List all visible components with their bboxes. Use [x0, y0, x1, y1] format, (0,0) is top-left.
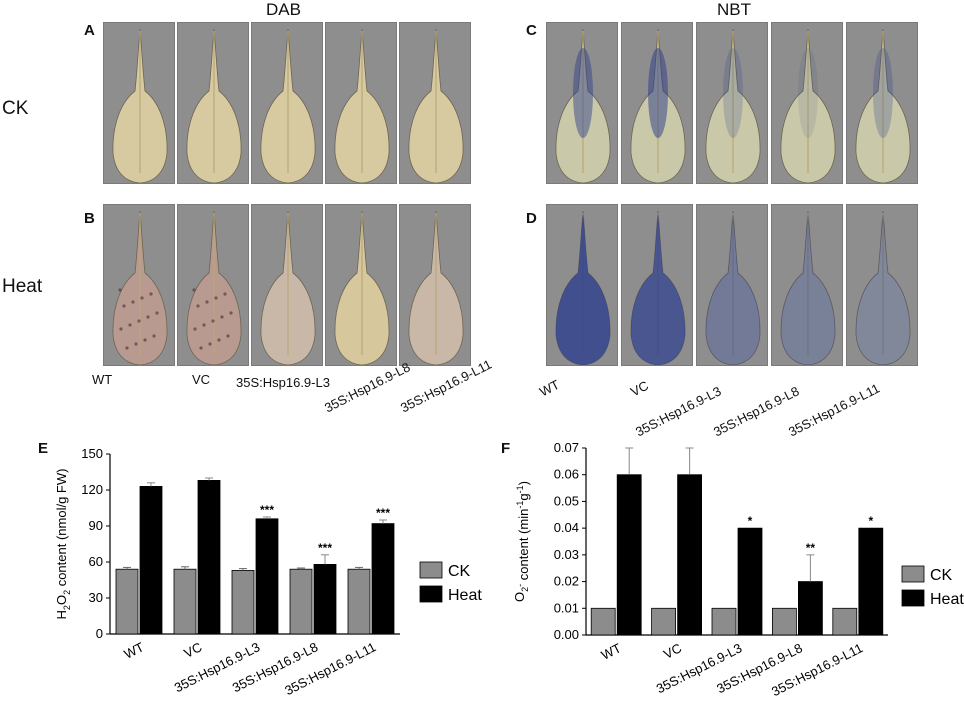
chart-e-ytick-0: 0	[96, 626, 103, 641]
o2-bar-chart: 0.00 0.01 0.02 0.03 0.04 0.05 0.06 0.07 O2- cont…	[512, 440, 964, 699]
nbt-geno-wt: WT	[537, 376, 562, 400]
nbt-ck-leaf-5	[846, 22, 918, 184]
nbt-ck-leaf-2	[621, 22, 693, 184]
chart-e-sig-3: ***	[260, 503, 274, 517]
dab-heat-leaf-2	[177, 204, 249, 366]
chart-e-sig-4: ***	[318, 541, 332, 555]
chart-f-bar-heat-5	[858, 527, 884, 636]
chart-f-bar-ck-3	[711, 607, 737, 636]
nbt-heat-leaf-4	[771, 204, 843, 366]
dab-ck-leaf-1	[103, 22, 175, 184]
chart-f-bar-ck-5	[832, 607, 858, 636]
chart-e-bar-heat-1	[139, 486, 163, 635]
panel-label-e: E	[38, 440, 49, 457]
chart-f-legend-label-ck: CK	[930, 567, 953, 584]
chart-f-ylabel: O2- content (min-1g-1)	[512, 481, 531, 602]
chart-f-sig-5: *	[868, 514, 873, 528]
chart-e-bar-ck-1	[115, 568, 139, 635]
panel-label-c: C	[526, 22, 537, 39]
chart-e-bar-heat-3	[255, 518, 279, 635]
chart-f-legend-swatch-heat	[901, 589, 925, 607]
chart-e-bar-ck-2	[173, 568, 197, 635]
chart-f-ytick-5: 0.05	[554, 493, 579, 508]
chart-e-legend-swatch-heat	[419, 585, 443, 603]
chart-f-ytick-1: 0.01	[554, 600, 579, 615]
dab-geno-wt: WT	[92, 372, 113, 387]
chart-e-xtick-1: WT	[122, 639, 147, 662]
chart-f-bar-heat-1	[616, 474, 642, 636]
chart-e-legend-swatch-ck	[419, 561, 443, 579]
chart-e-bar-heat-4	[313, 563, 337, 635]
dab-geno-l3: 35S:Hsp16.9-L3	[236, 375, 330, 390]
nbt-ck-leaf-3	[696, 22, 768, 184]
panel-label-a: A	[84, 22, 95, 39]
chart-e-legend-label-heat: Heat	[448, 587, 482, 604]
chart-e-ytick-3: 90	[89, 518, 103, 533]
nbt-heat-leaf-3	[696, 204, 768, 366]
chart-f-ytick-3: 0.03	[554, 547, 579, 562]
nbt-title: NBT	[717, 0, 751, 19]
chart-f-bar-ck-1	[590, 607, 616, 636]
chart-e-ytick-5: 150	[81, 446, 103, 461]
nbt-geno-vc: VC	[628, 377, 651, 400]
chart-f-xtick-2: VC	[661, 640, 684, 662]
row-label-heat: Heat	[2, 276, 43, 297]
chart-f-bar-heat-2	[677, 474, 703, 636]
dab-geno-l8: 35S:Hsp16.9-L8	[322, 359, 413, 416]
dab-heat-leaf-4	[325, 204, 397, 366]
dab-ck-leaf-3	[251, 22, 323, 184]
chart-e-bar-ck-4	[289, 568, 313, 635]
chart-e-xtick-2: VC	[181, 639, 204, 661]
chart-f-ytick-7: 0.07	[554, 440, 579, 455]
chart-f-legend-label-heat: Heat	[930, 591, 964, 608]
nbt-heat-leaf-5	[846, 204, 918, 366]
chart-e-ytick-4: 120	[81, 482, 103, 497]
dab-heat-leaf-5	[399, 204, 471, 366]
dab-geno-vc: VC	[192, 372, 211, 387]
chart-f-bar-ck-4	[771, 607, 797, 636]
dab-heat-leaf-1	[103, 204, 175, 366]
row-label-ck: CK	[2, 98, 29, 119]
chart-f-ytick-2: 0.02	[554, 574, 579, 589]
chart-f-sig-4: **	[806, 541, 816, 555]
chart-f-bar-heat-4	[797, 581, 823, 636]
chart-e-bar-ck-3	[231, 569, 255, 635]
chart-f-bar-ck-2	[651, 607, 677, 636]
chart-f-ytick-6: 0.06	[554, 467, 579, 482]
nbt-heat-leaf-1	[546, 204, 618, 366]
chart-e-ytick-2: 60	[89, 554, 103, 569]
chart-e-legend-label-ck: CK	[448, 563, 471, 580]
dab-title: DAB	[266, 0, 301, 19]
dab-heat-leaf-3	[251, 204, 323, 366]
chart-e-ytick-1: 30	[89, 590, 103, 605]
chart-f-bar-heat-3	[737, 527, 763, 636]
panel-label-d: D	[526, 210, 537, 227]
chart-e-bar-heat-5	[371, 523, 395, 635]
chart-f-ytick-4: 0.04	[554, 520, 579, 535]
h2o2-bar-chart: 0 30 60 90 120 150 H2O2 content (nmol/g FW) WT V…	[54, 446, 482, 698]
dab-ck-leaf-4	[325, 22, 397, 184]
panel-label-b: B	[84, 210, 95, 227]
chart-f-legend-swatch-ck	[901, 565, 925, 583]
chart-e-sig-5: ***	[376, 506, 390, 520]
chart-e-ylabel: H2O2 content (nmol/g FW)	[54, 469, 72, 620]
chart-f-ytick-0: 0.00	[554, 627, 579, 642]
chart-e-bar-heat-2	[197, 480, 221, 635]
chart-f-sig-3: *	[748, 514, 753, 528]
dab-ck-leaf-2	[177, 22, 249, 184]
panel-label-f: F	[501, 440, 511, 457]
nbt-heat-leaf-2	[621, 204, 693, 366]
nbt-ck-leaf-4	[771, 22, 843, 184]
chart-e-bar-ck-5	[347, 568, 371, 635]
nbt-ck-leaf-1	[546, 22, 618, 184]
dab-ck-leaf-5	[399, 22, 471, 184]
chart-f-xtick-1: WT	[599, 640, 624, 663]
